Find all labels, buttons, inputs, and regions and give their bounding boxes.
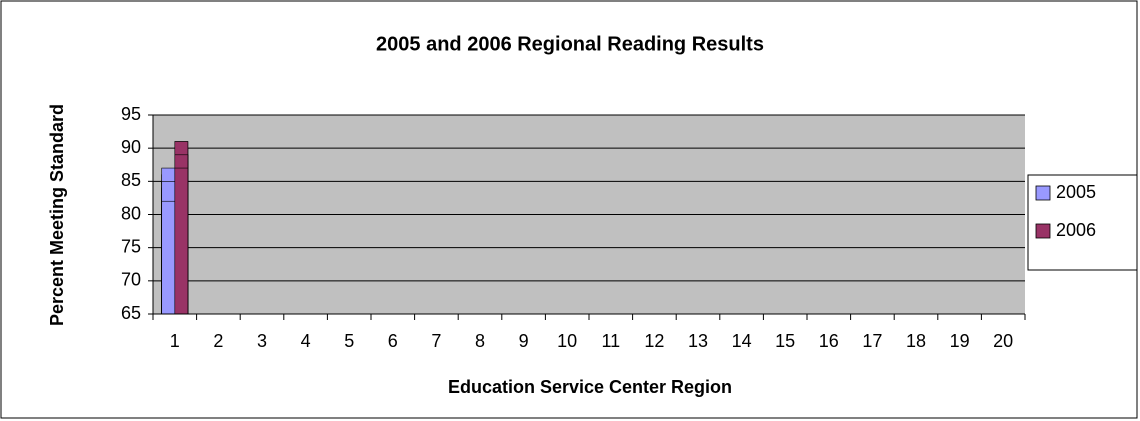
- x-tick-label: 9: [519, 331, 529, 351]
- x-tick-label: 10: [557, 331, 577, 351]
- legend-swatch: [1035, 223, 1051, 239]
- x-tick-label: 1: [170, 331, 180, 351]
- y-axis-title: Percent Meeting Standard: [47, 104, 67, 326]
- x-tick-label: 17: [862, 331, 882, 351]
- x-tick-label: 16: [819, 331, 839, 351]
- legend-swatch: [1035, 185, 1051, 201]
- x-tick-label: 15: [775, 331, 795, 351]
- x-tick-label: 2: [213, 331, 223, 351]
- y-tick-label: 80: [121, 203, 141, 223]
- chart-title: 2005 and 2006 Regional Reading Results: [376, 33, 764, 55]
- x-tick-label: 7: [431, 331, 441, 351]
- x-tick-label: 18: [906, 331, 926, 351]
- legend-label: 2006: [1056, 220, 1096, 240]
- legend-box: [1027, 174, 1138, 271]
- x-tick-label: 11: [601, 331, 620, 351]
- y-tick-label: 95: [121, 104, 141, 124]
- x-tick-label: 20: [993, 331, 1013, 351]
- x-tick-label: 4: [301, 331, 311, 351]
- legend-label: 2005: [1056, 182, 1096, 202]
- x-tick-label: 3: [257, 331, 267, 351]
- y-tick-label: 75: [121, 236, 141, 256]
- y-tick-label: 85: [121, 170, 141, 190]
- x-tick-label: 19: [950, 331, 970, 351]
- x-tick-label: 14: [732, 331, 752, 351]
- bar: [161, 200, 176, 315]
- x-tick-label: 6: [388, 331, 398, 351]
- x-tick-label: 13: [688, 331, 708, 351]
- y-tick-label: 65: [121, 303, 141, 323]
- bar: [174, 167, 189, 315]
- y-tick-label: 90: [121, 137, 141, 157]
- x-tick-label: 8: [475, 331, 485, 351]
- x-axis-title: Education Service Center Region: [448, 377, 732, 397]
- y-tick-label: 70: [121, 270, 141, 290]
- x-tick-label: 5: [344, 331, 354, 351]
- x-tick-label: 12: [644, 331, 664, 351]
